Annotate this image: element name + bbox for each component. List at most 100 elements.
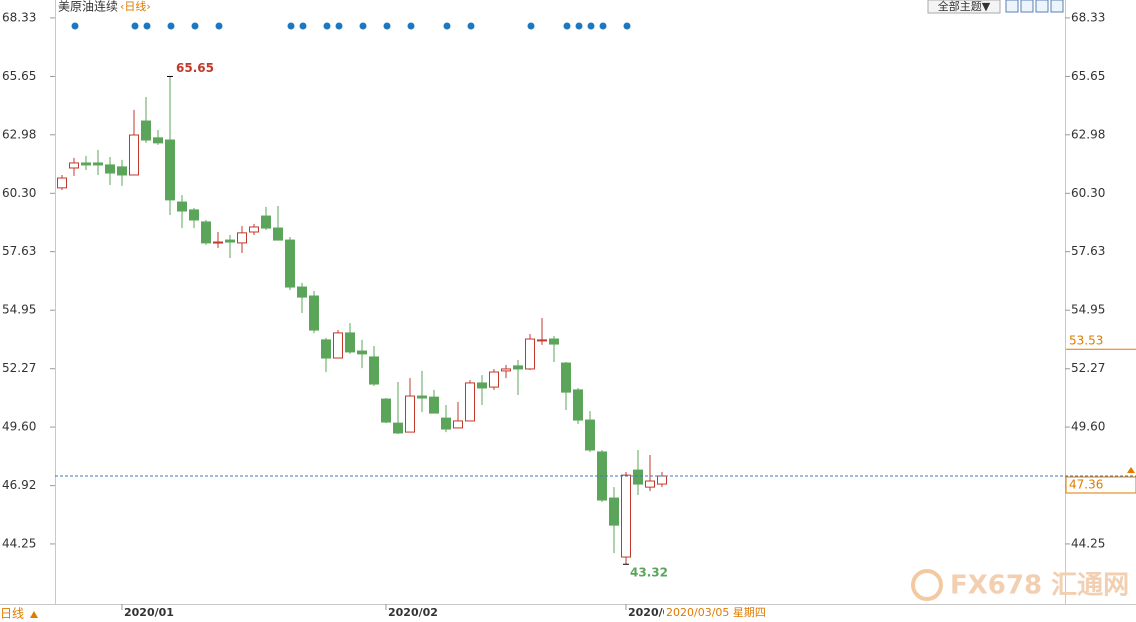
date-label: 2020/03/05 星期四 xyxy=(666,606,766,619)
candle-body xyxy=(477,382,487,389)
candle-body xyxy=(585,419,595,451)
chart-title: 美原油连续 xyxy=(58,0,118,14)
y-tick-label-right: 68.33 xyxy=(1071,10,1105,24)
y-tick-label: 49.60 xyxy=(2,420,36,434)
signal-dot xyxy=(131,22,139,30)
candle-body xyxy=(165,139,175,201)
candle-body xyxy=(453,420,463,429)
y-tick-label: 44.25 xyxy=(2,536,36,550)
candle-body xyxy=(201,221,211,244)
y-tick-label-right: 49.60 xyxy=(1071,420,1105,434)
candle-body xyxy=(561,362,571,393)
y-tick-label-right: 65.65 xyxy=(1071,69,1105,83)
candle-body xyxy=(429,396,439,414)
signal-dot xyxy=(167,22,175,30)
tool-button[interactable] xyxy=(1005,0,1019,13)
bottom-period: 日线 xyxy=(0,607,24,621)
candle-body xyxy=(261,215,271,229)
last-price-label: 47.36 xyxy=(1069,477,1103,491)
candle-body xyxy=(417,395,427,399)
candle-body xyxy=(321,339,331,359)
y-tick-label: 57.63 xyxy=(2,244,36,258)
candle-body xyxy=(237,232,247,244)
candle-body xyxy=(177,201,187,212)
x-tick-label: 2020/02 xyxy=(388,606,438,619)
tool-button[interactable] xyxy=(1035,0,1049,13)
candle-body xyxy=(609,497,619,526)
candle-body xyxy=(105,164,115,174)
last-price-arrow xyxy=(1127,466,1135,473)
candle-body xyxy=(249,226,259,233)
candle-body xyxy=(69,162,79,169)
y-tick-label: 54.95 xyxy=(2,303,36,317)
candle-body xyxy=(621,474,631,558)
signal-dot xyxy=(527,22,535,30)
candle-body xyxy=(129,134,139,176)
candle-body xyxy=(93,162,103,166)
y-tick-label-right: 62.98 xyxy=(1071,127,1105,141)
y-tick-label-right: 44.25 xyxy=(1071,536,1105,550)
candle-body xyxy=(465,382,475,422)
candle-body xyxy=(537,339,547,342)
y-tick-label: 60.30 xyxy=(2,186,36,200)
candle-body xyxy=(645,480,655,488)
candle-body xyxy=(657,475,667,485)
candle-body xyxy=(117,166,127,176)
signal-dot xyxy=(563,22,571,30)
candle-body xyxy=(369,356,379,385)
candle-body xyxy=(525,338,535,370)
candle-body xyxy=(81,162,91,166)
candle-body xyxy=(513,365,523,370)
signal-dot xyxy=(623,22,631,30)
candle-body xyxy=(381,398,391,423)
theme-button-label[interactable]: 全部主题▼ xyxy=(938,0,991,13)
candle-body xyxy=(225,239,235,243)
y-tick-label: 62.98 xyxy=(2,127,36,141)
signal-dot xyxy=(359,22,367,30)
x-tick-label: 2020/01 xyxy=(124,606,174,619)
signal-dot xyxy=(143,22,151,30)
date-box xyxy=(664,605,774,621)
x-tick-label: 2020/0 xyxy=(628,606,671,619)
signal-dot xyxy=(587,22,595,30)
signal-dot xyxy=(443,22,451,30)
candle-body xyxy=(153,137,163,144)
period-arrow[interactable] xyxy=(30,611,38,618)
signal-dot xyxy=(407,22,415,30)
tool-button[interactable] xyxy=(1050,0,1064,13)
candle-body xyxy=(333,332,343,359)
y-tick-label: 52.27 xyxy=(2,361,36,375)
watermark: FX678 汇通网 xyxy=(950,571,1129,601)
last-price-box xyxy=(1065,476,1136,494)
min-label: 43.32 xyxy=(630,566,668,580)
signal-dot xyxy=(299,22,307,30)
candle-body xyxy=(441,417,451,430)
signal-dot xyxy=(575,22,583,30)
signal-dot xyxy=(335,22,343,30)
marker-label: 53.53 xyxy=(1069,334,1103,348)
candle-body xyxy=(393,422,403,434)
candle-body xyxy=(489,371,499,388)
candle-body xyxy=(273,227,283,241)
candle-body xyxy=(213,241,223,244)
candle-body xyxy=(57,177,67,189)
y-tick-label: 65.65 xyxy=(2,69,36,83)
y-tick-label: 68.33 xyxy=(2,10,36,24)
tool-button[interactable] xyxy=(1020,0,1034,13)
signal-dot xyxy=(215,22,223,30)
y-tick-label-right: 52.27 xyxy=(1071,361,1105,375)
y-tick-label-right: 60.30 xyxy=(1071,186,1105,200)
signal-dot xyxy=(71,22,79,30)
candle-body xyxy=(189,209,199,221)
candle-body xyxy=(309,295,319,331)
candle-body xyxy=(285,239,295,288)
period: ‹日线› xyxy=(120,0,151,13)
toolbar xyxy=(1005,0,1064,13)
signal-dot xyxy=(383,22,391,30)
candle-body xyxy=(141,120,151,141)
candle-body xyxy=(573,389,583,421)
theme-button[interactable] xyxy=(927,0,1001,14)
